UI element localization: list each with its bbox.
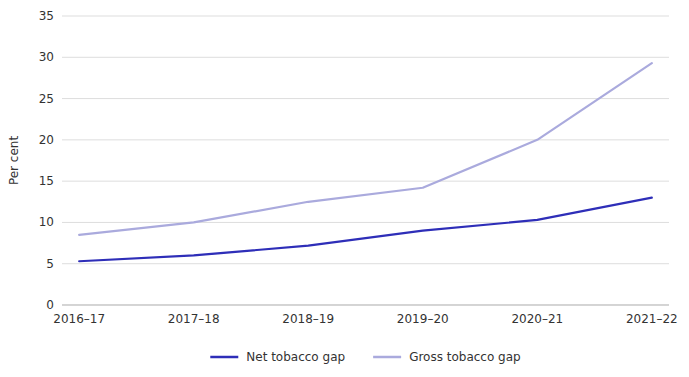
legend-item: Net tobacco gap — [210, 350, 345, 364]
y-tick-label: 10 — [39, 215, 54, 229]
y-tick-label: 20 — [39, 133, 54, 147]
grid-line — [62, 16, 669, 17]
grid-line — [62, 98, 669, 99]
x-tick-label: 2016–17 — [53, 312, 105, 326]
series-line — [79, 198, 652, 262]
grid-line — [62, 181, 669, 182]
chart-container: 0 5 10 15 20 25 30 35 2016–17 2017–18 2018–19 2019–… — [0, 0, 689, 377]
grid-line — [62, 305, 669, 306]
y-tick-label: 15 — [39, 174, 54, 188]
y-tick-label: 5 — [46, 257, 54, 271]
y-tick-label: 30 — [39, 50, 54, 64]
chart: 0 5 10 15 20 25 30 35 2016–17 2017–18 2018–19 2019–… — [0, 0, 689, 377]
legend-label: Gross tobacco gap — [409, 350, 521, 364]
x-tick-label: 2018–19 — [282, 312, 334, 326]
x-tick-label: 2020–21 — [511, 312, 563, 326]
legend: Net tobacco gap Gross tobacco gap — [210, 350, 520, 364]
grid-line — [62, 139, 669, 140]
x-tick-label: 2021–22 — [626, 312, 678, 326]
plot-area — [79, 63, 652, 261]
legend-swatch — [373, 356, 401, 359]
legend-label: Net tobacco gap — [246, 350, 345, 364]
y-tick-label: 0 — [46, 298, 54, 312]
y-tick-label: 25 — [39, 92, 54, 106]
y-axis: 0 5 10 15 20 25 30 35 — [39, 9, 669, 312]
x-axis-line — [62, 305, 669, 306]
series-line — [79, 63, 652, 235]
legend-item: Gross tobacco gap — [373, 350, 521, 364]
grid-line — [62, 57, 669, 58]
grid-line — [62, 222, 669, 223]
y-tick-label: 35 — [39, 9, 54, 23]
x-tick-label: 2017–18 — [168, 312, 220, 326]
x-axis: 2016–17 2017–18 2018–19 2019–20 2020–21 2021–… — [53, 312, 677, 326]
x-tick-label: 2019–20 — [397, 312, 449, 326]
y-axis-label: Per cent — [7, 136, 21, 186]
grid-line — [62, 263, 669, 264]
legend-swatch — [210, 356, 238, 359]
